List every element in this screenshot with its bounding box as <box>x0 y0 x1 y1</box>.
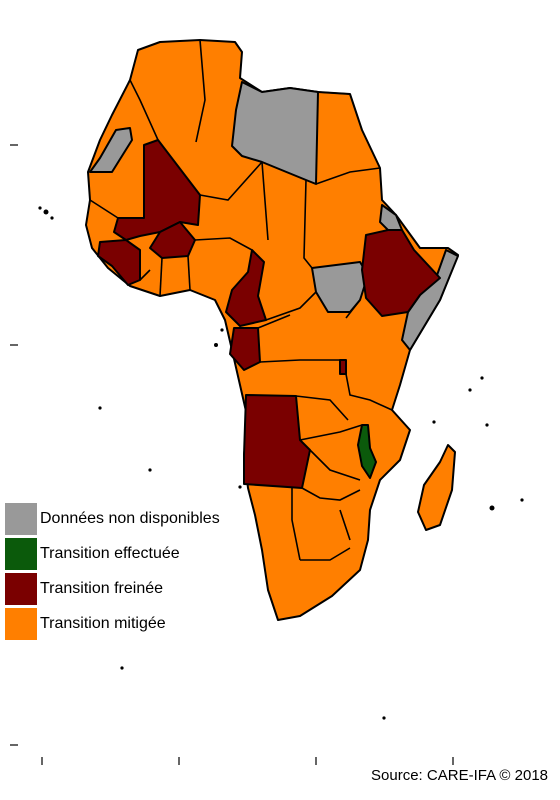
western-sahara <box>89 127 133 173</box>
angola <box>243 394 311 489</box>
legend: Données non disponibles Transition effec… <box>5 501 220 641</box>
malawi <box>357 424 377 479</box>
burundi <box>339 359 347 375</box>
cape-verde <box>43 209 49 215</box>
axis-ticks <box>10 144 454 765</box>
islands <box>38 206 524 720</box>
gabon <box>229 327 261 371</box>
madagascar <box>417 444 456 531</box>
legend-item-done: Transition effectuée <box>5 536 220 571</box>
legend-label-slowed: Transition freinée <box>40 579 164 597</box>
internal-borders <box>89 39 393 561</box>
sao-tome <box>214 343 218 347</box>
guinea <box>97 239 141 286</box>
legend-swatch-na <box>5 502 37 535</box>
cameroon <box>225 249 267 327</box>
source-caption: Source: CARE-IFA © 2018 <box>371 767 548 784</box>
legend-item-slowed: Transition freinée <box>5 571 220 606</box>
ethiopia <box>361 229 441 317</box>
legend-swatch-mitigated <box>5 607 37 640</box>
legend-swatch-slowed <box>5 572 37 605</box>
legend-item-na: Données non disponibles <box>5 501 220 536</box>
legend-swatch-done <box>5 537 37 570</box>
mali <box>113 139 201 241</box>
legend-label-mitigated: Transition mitigée <box>40 614 166 632</box>
legend-item-mitigated: Transition mitigée <box>5 606 220 641</box>
legend-label-done: Transition effectuée <box>40 544 180 562</box>
legend-label-na: Données non disponibles <box>40 509 220 527</box>
